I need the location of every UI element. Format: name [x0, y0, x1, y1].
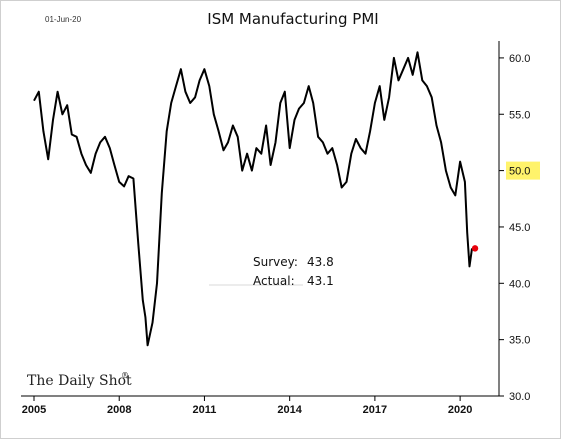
actual-label: Actual: [253, 274, 295, 288]
y-tick-label: 50.0 [509, 166, 530, 178]
x-tick-label: 2014 [277, 404, 302, 416]
y-tick-label: 40.0 [509, 278, 530, 290]
x-tick-label: 2017 [363, 404, 387, 416]
plot-area: 30.0 35.0 40.0 45.0 50.0 55.0 60.0 2005 2008 201… [21, 41, 540, 416]
y-tick-label: 35.0 [509, 335, 530, 347]
brand-name: The Daily Shot [27, 373, 132, 389]
x-tick-label: 2005 [22, 404, 46, 416]
x-tick-label: 2008 [107, 404, 131, 416]
x-tick-label: 2020 [448, 404, 472, 416]
y-tick-label: 30.0 [509, 391, 530, 403]
actual-value-point [471, 245, 479, 252]
y-tick-label: 60.0 [509, 53, 530, 65]
survey-actual-annotation: Survey: 43.8 Actual: 43.1 [253, 255, 334, 288]
brand-trademark: ® [121, 371, 129, 380]
chart-title: ISM Manufacturing PMI [207, 10, 378, 28]
x-ticks: 2005 2008 2011 2014 2017 2020 [22, 396, 472, 416]
y-tick-highlight [506, 161, 540, 180]
y-ticks: 30.0 35.0 40.0 45.0 50.0 55.0 60.0 [499, 53, 540, 403]
y-tick-label: 55.0 [509, 109, 530, 121]
survey-value: 43.8 [307, 255, 334, 269]
survey-label: Survey: [253, 255, 298, 269]
actual-value: 43.1 [307, 274, 334, 288]
date-label: 01-Jun-20 [45, 15, 82, 24]
y-tick-label: 45.0 [509, 222, 530, 234]
series-line-pmi [33, 51, 473, 347]
x-tick-label: 2011 [193, 404, 217, 416]
brand-logo: The Daily Shot ® [27, 371, 132, 389]
